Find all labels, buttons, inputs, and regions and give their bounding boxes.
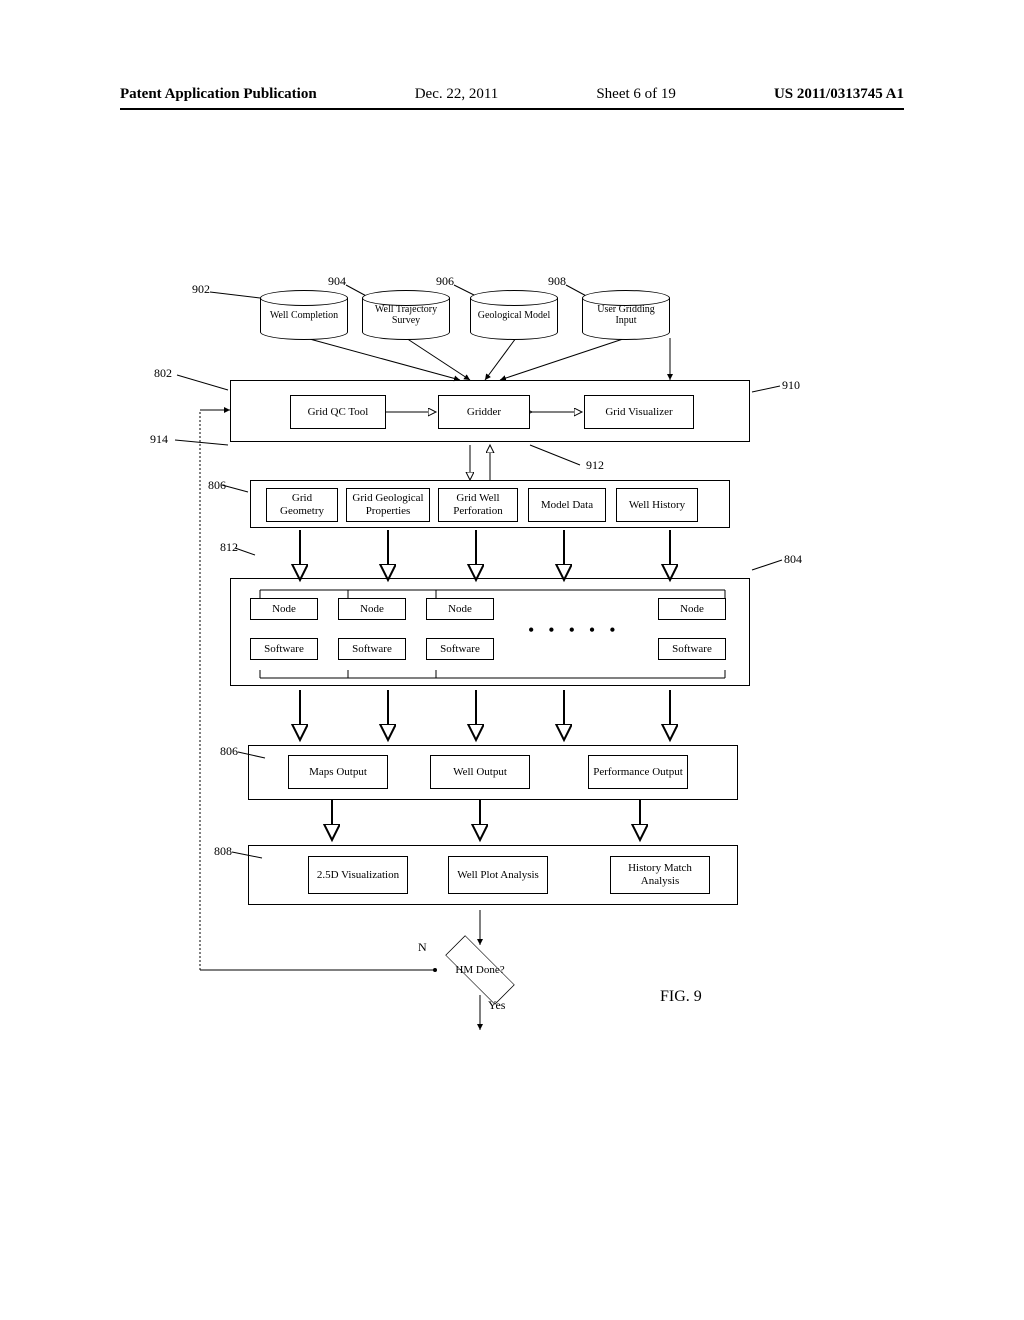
ref-904: 904	[328, 274, 346, 289]
ref-804: 804	[784, 552, 802, 567]
ref-812: 812	[220, 540, 238, 555]
box-grid-qc-tool: Grid QC Tool	[290, 395, 386, 429]
box-model-data: Model Data	[528, 488, 606, 522]
box-node-n: Node	[658, 598, 726, 620]
cylinder-user-gridding: User Gridding Input	[582, 290, 670, 340]
ref-908: 908	[548, 274, 566, 289]
box-well-history: Well History	[616, 488, 698, 522]
sheet-number: Sheet 6 of 19	[596, 86, 676, 103]
ref-914: 914	[150, 432, 168, 447]
box-well-plot-analysis: Well Plot Analysis	[448, 856, 548, 894]
decision-yes-label: Yes	[488, 998, 505, 1013]
decision-text: HM Done?	[435, 945, 525, 995]
ref-902: 902	[192, 282, 210, 297]
box-node-2: Node	[338, 598, 406, 620]
ref-802: 802	[154, 366, 172, 381]
ref-806a: 806	[208, 478, 226, 493]
box-software-3: Software	[426, 638, 494, 660]
box-software-2: Software	[338, 638, 406, 660]
ref-806b: 806	[220, 744, 238, 759]
box-software-1: Software	[250, 638, 318, 660]
box-node-1: Node	[250, 598, 318, 620]
ref-910: 910	[782, 378, 800, 393]
publication-type: Patent Application Publication	[120, 86, 317, 103]
box-history-match-analysis: History Match Analysis	[610, 856, 710, 894]
ref-906: 906	[436, 274, 454, 289]
header-rule	[120, 108, 904, 110]
group-804	[230, 578, 750, 686]
ellipsis-dots: •••••	[528, 620, 630, 641]
box-grid-geometry: Grid Geometry	[266, 488, 338, 522]
box-maps-output: Maps Output	[288, 755, 388, 789]
cylinder-geological-model: Geological Model	[470, 290, 558, 340]
box-25d-visualization: 2.5D Visualization	[308, 856, 408, 894]
box-gridder: Gridder	[438, 395, 530, 429]
box-grid-geo-props: Grid Geological Properties	[346, 488, 430, 522]
ref-808: 808	[214, 844, 232, 859]
page-header: Patent Application Publication Dec. 22, …	[120, 86, 904, 103]
cylinder-well-trajectory: Well Trajectory Survey	[362, 290, 450, 340]
box-software-n: Software	[658, 638, 726, 660]
box-node-3: Node	[426, 598, 494, 620]
figure-label: FIG. 9	[660, 988, 702, 1006]
box-performance-output: Performance Output	[588, 755, 688, 789]
page: Patent Application Publication Dec. 22, …	[0, 0, 1024, 1320]
box-well-output: Well Output	[430, 755, 530, 789]
decision-no-label: N	[418, 940, 427, 955]
cylinder-well-completion: Well Completion	[260, 290, 348, 340]
ref-912: 912	[586, 458, 604, 473]
box-grid-well-perf: Grid Well Perforation	[438, 488, 518, 522]
flowchart-diagram: Well Completion Well Trajectory Survey G…	[170, 280, 810, 1060]
decision-hm-done: HM Done?	[435, 945, 525, 995]
box-grid-visualizer: Grid Visualizer	[584, 395, 694, 429]
publication-number: US 2011/0313745 A1	[774, 86, 904, 103]
publication-date: Dec. 22, 2011	[415, 86, 499, 103]
